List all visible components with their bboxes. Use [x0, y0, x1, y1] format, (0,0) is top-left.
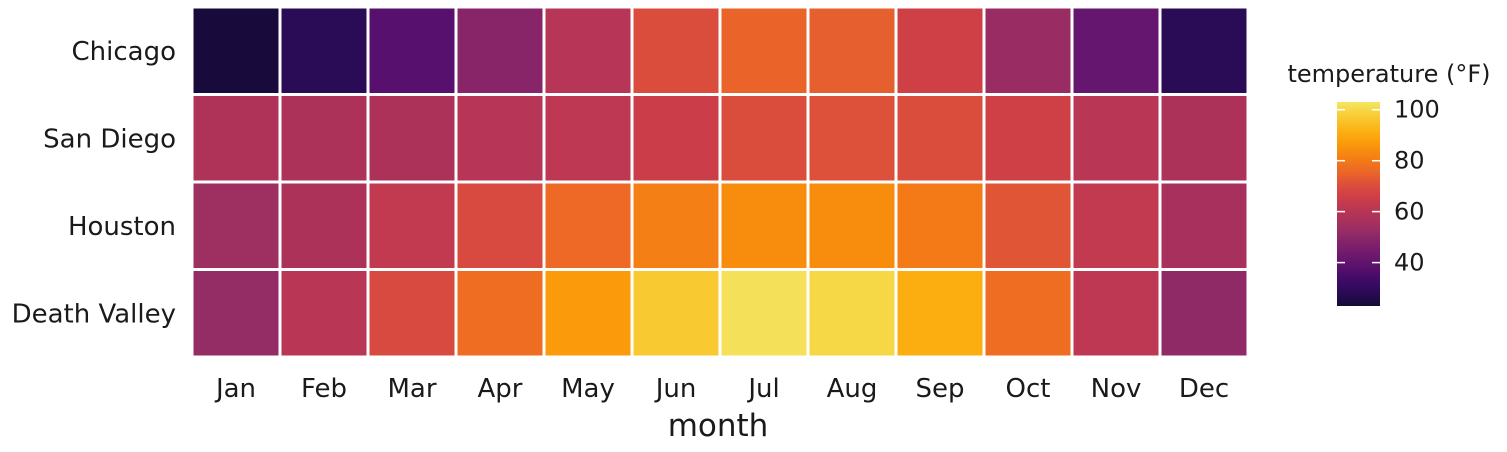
heatmap-cell — [1161, 183, 1247, 268]
x-tick-label: Mar — [387, 374, 436, 404]
heatmap-cell — [633, 183, 719, 268]
x-tick-label: Jan — [214, 374, 256, 404]
heatmap-cell — [721, 96, 807, 181]
heatmap-cell — [985, 96, 1071, 181]
heatmap-cell — [1161, 8, 1247, 93]
legend-tick-label: 40 — [1394, 249, 1425, 277]
legend-tick-label: 80 — [1394, 147, 1425, 175]
heatmap-cell — [193, 183, 279, 268]
legend-tick-label: 60 — [1394, 198, 1425, 226]
heatmap-cell — [457, 96, 543, 181]
x-tick-label: Aug — [827, 374, 878, 404]
heatmap-cell — [193, 96, 279, 181]
heatmap-cell — [1073, 8, 1159, 93]
heatmap-cell — [721, 271, 807, 356]
heatmap-cell — [369, 183, 455, 268]
y-tick-label: Death Valley — [12, 299, 176, 329]
y-tick-label: Chicago — [72, 37, 177, 67]
heatmap-cell — [809, 183, 895, 268]
x-tick-label: Feb — [301, 374, 347, 404]
heatmap-cell — [633, 96, 719, 181]
heatmap-cell — [897, 96, 983, 181]
heatmap-cell — [193, 271, 279, 356]
heatmap-cell — [369, 8, 455, 93]
heatmap-cell — [633, 8, 719, 93]
legend: temperature (°F) 40 60 80 100 — [1287, 60, 1491, 306]
heatmap-cell — [985, 271, 1071, 356]
x-tick-label: Dec — [1179, 374, 1229, 404]
x-tick-label: Nov — [1091, 374, 1142, 404]
x-tick-label: Sep — [915, 374, 964, 404]
heatmap-cell — [985, 183, 1071, 268]
x-axis-title: month — [668, 408, 769, 444]
heatmap-cell — [1073, 183, 1159, 268]
heatmap-cell — [281, 183, 367, 268]
heatmap-cell — [193, 8, 279, 93]
heatmap-cell — [809, 271, 895, 356]
heatmap-cell — [281, 271, 367, 356]
heatmap-cell — [1161, 96, 1247, 181]
heatmap-cell — [809, 8, 895, 93]
heatmap-cell — [897, 271, 983, 356]
legend-title: temperature (°F) — [1287, 60, 1490, 88]
heatmap-cell — [281, 8, 367, 93]
legend-ticks: 40 60 80 100 — [1337, 96, 1440, 277]
heatmap-cell — [985, 8, 1071, 93]
heatmap-cell — [897, 8, 983, 93]
heatmap-cell — [897, 183, 983, 268]
heatmap-cell — [1161, 271, 1247, 356]
x-tick-label: Jul — [746, 374, 779, 404]
heatmap-cell — [545, 183, 631, 268]
legend-tick-label: 100 — [1394, 96, 1440, 124]
x-tick-label: Oct — [1006, 374, 1051, 404]
heatmap-cell — [281, 96, 367, 181]
y-axis-labels: Chicago San Diego Houston Death Valley — [12, 37, 177, 329]
heatmap-cell — [545, 8, 631, 93]
heatmap-cell — [369, 96, 455, 181]
heatmap-cell — [721, 8, 807, 93]
heatmap-cell — [633, 271, 719, 356]
y-tick-label: San Diego — [43, 124, 176, 154]
heatmap-cell — [721, 183, 807, 268]
heatmap-cell — [457, 183, 543, 268]
x-tick-label: Jun — [654, 374, 697, 404]
heatmap-cell — [457, 271, 543, 356]
heatmap-cell — [545, 271, 631, 356]
heatmap-cell — [809, 96, 895, 181]
heatmap-tiles — [193, 8, 1247, 356]
heatmap-cell — [369, 271, 455, 356]
heatmap-cell — [545, 96, 631, 181]
heatmap-cell — [1073, 271, 1159, 356]
x-axis-labels: Jan Feb Mar Apr May Jun Jul Aug Sep Oct Nov Dec — [214, 374, 1229, 404]
heatmap-cell — [457, 8, 543, 93]
x-tick-label: Apr — [478, 374, 523, 404]
x-tick-label: May — [561, 374, 615, 404]
legend-colorbar — [1337, 102, 1380, 306]
heatmap-cell — [1073, 96, 1159, 181]
y-tick-label: Houston — [68, 212, 176, 242]
